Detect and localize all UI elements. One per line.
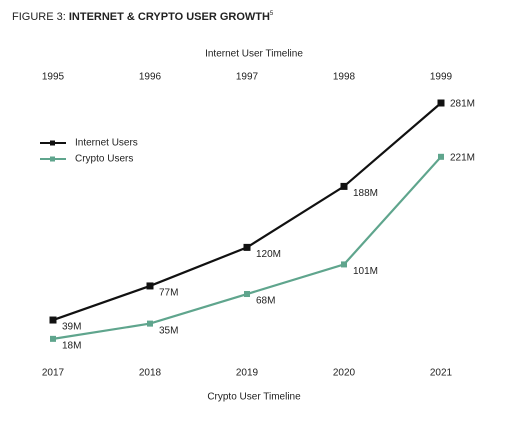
value-label: 188M bbox=[353, 188, 378, 199]
legend-label: Internet Users bbox=[75, 138, 138, 149]
x-tick-label: 2021 bbox=[430, 368, 453, 379]
point bbox=[50, 335, 56, 342]
title-note: 5 bbox=[270, 11, 274, 17]
x-axis-label: Crypto User Timeline bbox=[207, 392, 301, 403]
point bbox=[146, 282, 154, 290]
x-tick-label: 2017 bbox=[42, 368, 65, 379]
value-label: 39M bbox=[62, 322, 81, 333]
point bbox=[49, 316, 57, 324]
point bbox=[341, 261, 347, 268]
top-axis-label: Internet User Timeline bbox=[205, 49, 303, 60]
title-prefix: FIGURE 3: bbox=[12, 11, 66, 23]
point bbox=[340, 182, 348, 190]
value-label: 221M bbox=[450, 152, 475, 163]
top-tick-label: 1995 bbox=[42, 72, 65, 83]
value-label: 101M bbox=[353, 266, 378, 277]
top-tick-label: 1998 bbox=[333, 72, 356, 83]
value-label: 77M bbox=[159, 288, 178, 299]
x-tick-label: 2019 bbox=[236, 368, 259, 379]
legend-marker bbox=[50, 140, 55, 146]
title-main: INTERNET & CRYPTO USER GROWTH bbox=[69, 11, 270, 23]
top-tick-label: 1996 bbox=[139, 72, 162, 83]
value-label: 68M bbox=[256, 296, 275, 307]
x-tick-label: 2018 bbox=[139, 368, 162, 379]
point bbox=[243, 243, 251, 251]
point bbox=[244, 291, 250, 298]
point bbox=[437, 99, 445, 107]
series-line bbox=[52, 102, 442, 322]
point bbox=[147, 320, 153, 327]
x-tick-label: 2020 bbox=[333, 368, 356, 379]
top-tick-label: 1997 bbox=[236, 72, 259, 83]
chart-title: FIGURE 3: INTERNET & CRYPTO USER GROWTH5 bbox=[12, 11, 274, 23]
legend-label: Crypto Users bbox=[75, 154, 133, 165]
point bbox=[438, 153, 444, 160]
value-label: 281M bbox=[450, 99, 475, 110]
value-label: 120M bbox=[256, 249, 281, 260]
value-label: 35M bbox=[159, 325, 178, 336]
value-label: 18M bbox=[62, 340, 81, 351]
legend-marker bbox=[50, 156, 55, 162]
top-tick-label: 1999 bbox=[430, 72, 453, 83]
